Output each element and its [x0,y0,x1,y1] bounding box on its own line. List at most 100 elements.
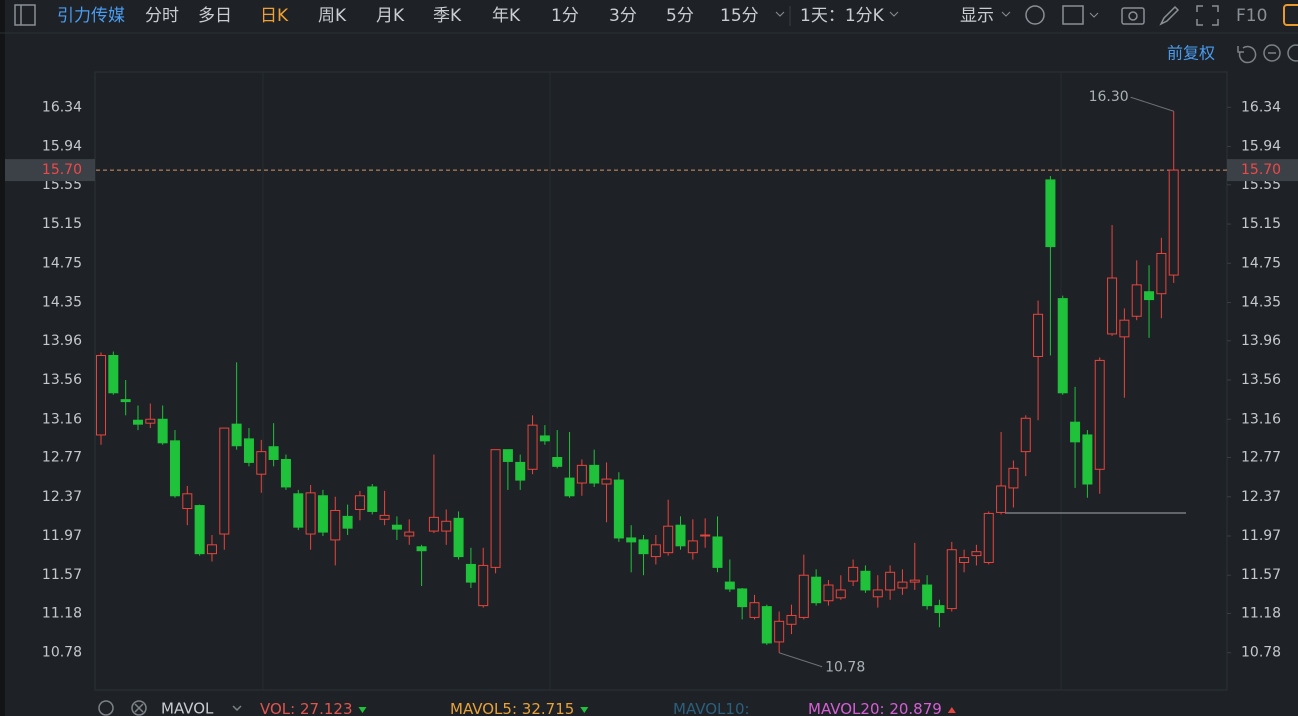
y-tick-label: 11.97 [42,528,82,544]
candle-body [206,544,217,555]
candle-body [416,546,427,552]
legend-name: MAVOL20: [808,700,885,716]
annotation-leader [778,652,823,668]
candle-body [1094,359,1105,470]
settings-icon[interactable] [1025,5,1045,25]
fullscreen-icon[interactable] [1196,5,1219,26]
candle-body [1008,467,1019,489]
reset-icon[interactable] [1237,45,1257,64]
candle-body [786,614,797,625]
legend-item: MAVOL5: 32.715 [450,700,574,716]
period-tab[interactable]: 1分 [551,6,579,26]
candle-body [478,564,489,607]
trend-arrow [358,707,367,713]
y-tick-label: 14.35 [42,295,82,311]
y2-tick-label: 11.18 [1241,605,1281,621]
period-tab[interactable]: 季K [433,6,462,26]
settings-icon[interactable] [98,700,114,716]
candle-body [724,581,735,590]
camera-icon[interactable] [1121,7,1145,25]
left-strip [0,0,5,716]
layout-icon[interactable] [1062,5,1084,25]
period-tab[interactable]: 年K [492,6,521,26]
indicator-name[interactable]: MAVOL [161,700,214,716]
stock-name[interactable]: 引力传媒 [57,6,125,26]
candle-body [1107,277,1118,335]
candle-body [885,571,896,591]
candle-body [848,566,859,582]
legend-name: MAVOL5: [450,700,517,716]
candle-body [1156,252,1167,295]
candle-body [613,479,624,539]
close-x [134,703,144,713]
candle-body [996,485,1007,513]
y2-tick-label: 14.75 [1241,255,1281,271]
candle-body [1070,421,1081,443]
period-tab[interactable]: 5分 [666,6,694,26]
candle-body [1033,313,1044,357]
y2-tick-label: 14.35 [1241,295,1281,311]
y-tick-label: 15.15 [42,216,82,232]
display-select[interactable]: 显示 [960,6,994,26]
f10-button[interactable]: F10 [1236,6,1267,26]
period-tab[interactable]: 分时 [145,6,179,26]
candle-body [428,516,439,532]
legend-item: VOL: 27.123 [260,700,353,716]
candle-body [576,464,587,484]
period-tab[interactable]: 日K [260,6,289,26]
candle-body [342,515,353,529]
current-price-box [5,159,95,182]
candle-body [243,438,254,463]
candle-body [700,534,711,537]
draw-icon[interactable] [1159,5,1180,26]
zoom-out-icon[interactable] [1263,44,1281,62]
chevron [1089,12,1099,18]
sidebar-icon[interactable] [14,4,36,26]
interval-select[interactable]: 1天：1分K [800,6,885,26]
chevron[interactable] [232,705,242,712]
y-tick-label: 16.34 [42,99,82,115]
candle-body [108,354,119,394]
candle-body [157,418,168,444]
candle-body [194,505,205,555]
legend-value: 32.715 [522,700,575,716]
candle-body [280,458,291,488]
candle-body [120,399,131,403]
y2-tick-label: 15.94 [1241,139,1281,155]
candle-body [663,525,674,554]
adjust-label[interactable]: 前复权 [1167,44,1215,63]
chevron [1001,11,1011,17]
panel-icon[interactable] [1283,4,1298,26]
candle-body [305,492,316,535]
period-tab[interactable]: 3分 [609,6,637,26]
camera-lens [1128,11,1138,21]
candle-body [934,605,945,614]
annotation-leader [1130,96,1174,112]
y2-tick-label: 10.78 [1241,645,1281,661]
candle-body [909,579,920,583]
candle-body [737,588,748,608]
candle-body [502,449,513,462]
candle-body [1082,434,1093,485]
candle-body [453,517,464,558]
period-tab[interactable]: 多日 [198,6,232,26]
candle-body [169,440,180,497]
candle-body [268,446,279,460]
zoom-in-icon[interactable] [1287,44,1298,62]
candle-body [589,464,600,484]
candle-body [774,620,785,643]
y-tick-label: 13.96 [42,333,82,349]
trend-arrow [580,707,589,713]
candle-body [872,589,883,598]
close-icon[interactable] [131,700,147,716]
candle-body [564,477,575,497]
y-tick-label: 13.16 [42,411,82,427]
candle-body [441,520,452,532]
candle-body [317,495,328,533]
period-tab[interactable]: 15分 [720,6,759,26]
candle-body [404,531,415,537]
candle-body [1057,298,1068,394]
period-tab[interactable]: 周K [318,6,347,26]
period-tab[interactable]: 月K [376,6,405,26]
